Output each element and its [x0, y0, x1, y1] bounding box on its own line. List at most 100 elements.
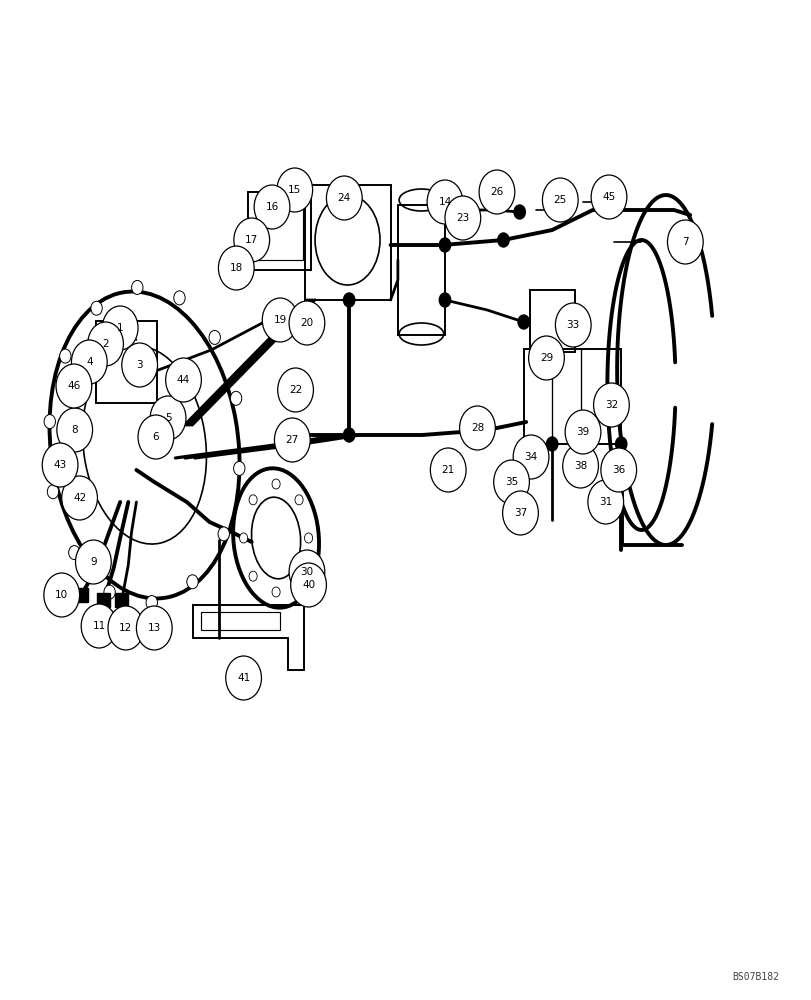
Circle shape	[502, 491, 538, 535]
Circle shape	[439, 238, 450, 252]
Text: 27: 27	[285, 435, 298, 445]
Circle shape	[513, 435, 548, 479]
Text: 14: 14	[438, 197, 451, 207]
Text: 25: 25	[553, 195, 566, 205]
Circle shape	[218, 527, 230, 541]
Circle shape	[326, 176, 362, 220]
Circle shape	[47, 485, 58, 499]
Circle shape	[294, 495, 303, 505]
Circle shape	[208, 330, 220, 344]
Text: 4: 4	[86, 357, 92, 367]
Circle shape	[555, 303, 590, 347]
Circle shape	[277, 168, 312, 212]
Text: 17: 17	[245, 235, 258, 245]
Circle shape	[294, 571, 303, 581]
Circle shape	[304, 533, 312, 543]
Text: 35: 35	[504, 477, 517, 487]
Circle shape	[574, 437, 586, 451]
Circle shape	[439, 293, 450, 307]
Circle shape	[272, 479, 280, 489]
Circle shape	[289, 301, 324, 345]
Circle shape	[102, 306, 138, 350]
Circle shape	[75, 540, 111, 584]
Circle shape	[234, 461, 245, 475]
Text: 43: 43	[54, 460, 67, 470]
Circle shape	[187, 575, 198, 589]
Text: 32: 32	[604, 400, 617, 410]
Text: 39: 39	[576, 427, 589, 437]
Circle shape	[590, 175, 626, 219]
Circle shape	[562, 444, 598, 488]
Circle shape	[249, 571, 257, 581]
Text: 41: 41	[237, 673, 250, 683]
Text: 31: 31	[599, 497, 611, 507]
Circle shape	[459, 406, 495, 450]
Circle shape	[272, 587, 280, 597]
Text: 40: 40	[302, 580, 315, 590]
Circle shape	[150, 396, 186, 440]
Circle shape	[91, 301, 102, 315]
Circle shape	[343, 293, 354, 307]
Circle shape	[667, 220, 702, 264]
Text: 30: 30	[300, 567, 313, 577]
Circle shape	[57, 408, 92, 452]
Circle shape	[239, 533, 247, 543]
Text: 5: 5	[165, 413, 171, 423]
Circle shape	[493, 460, 529, 504]
Text: 6: 6	[152, 432, 159, 442]
Text: 45: 45	[602, 192, 615, 202]
Circle shape	[165, 358, 201, 402]
FancyBboxPatch shape	[75, 588, 88, 602]
Circle shape	[88, 322, 123, 366]
Text: 36: 36	[611, 465, 624, 475]
Text: 22: 22	[289, 385, 302, 395]
Circle shape	[517, 315, 529, 329]
Text: 33: 33	[566, 320, 579, 330]
Circle shape	[290, 563, 326, 607]
Text: 15: 15	[288, 185, 301, 195]
Circle shape	[285, 428, 296, 442]
Circle shape	[131, 280, 143, 294]
Circle shape	[136, 606, 172, 650]
Text: 16: 16	[265, 202, 278, 212]
Circle shape	[546, 437, 557, 451]
Text: 3: 3	[136, 360, 143, 370]
Circle shape	[343, 428, 354, 442]
Circle shape	[427, 180, 462, 224]
Circle shape	[444, 196, 480, 240]
Circle shape	[234, 218, 269, 262]
Text: 46: 46	[67, 381, 80, 391]
Circle shape	[122, 343, 157, 387]
Text: 21: 21	[441, 465, 454, 475]
Text: 10: 10	[55, 590, 68, 600]
Circle shape	[104, 585, 115, 599]
Text: 20: 20	[300, 318, 313, 328]
FancyBboxPatch shape	[115, 593, 128, 607]
Circle shape	[289, 550, 324, 594]
Circle shape	[108, 606, 144, 650]
Text: BS07B182: BS07B182	[732, 972, 779, 982]
Text: 8: 8	[71, 425, 78, 435]
Text: 38: 38	[573, 461, 586, 471]
Circle shape	[146, 596, 157, 610]
Circle shape	[615, 437, 626, 451]
Circle shape	[497, 233, 508, 247]
Circle shape	[174, 291, 185, 305]
Circle shape	[274, 418, 310, 462]
Circle shape	[430, 448, 466, 492]
Text: 28: 28	[470, 423, 483, 433]
Text: 29: 29	[539, 353, 552, 363]
Circle shape	[249, 495, 257, 505]
Circle shape	[513, 205, 525, 219]
Circle shape	[44, 415, 55, 429]
Text: 37: 37	[513, 508, 526, 518]
Circle shape	[218, 246, 254, 290]
Text: 23: 23	[456, 213, 469, 223]
Circle shape	[230, 391, 242, 405]
Circle shape	[62, 476, 97, 520]
Text: 12: 12	[119, 623, 132, 633]
Text: 13: 13	[148, 623, 161, 633]
Circle shape	[42, 443, 78, 487]
Text: 1: 1	[117, 323, 123, 333]
Circle shape	[478, 170, 514, 214]
